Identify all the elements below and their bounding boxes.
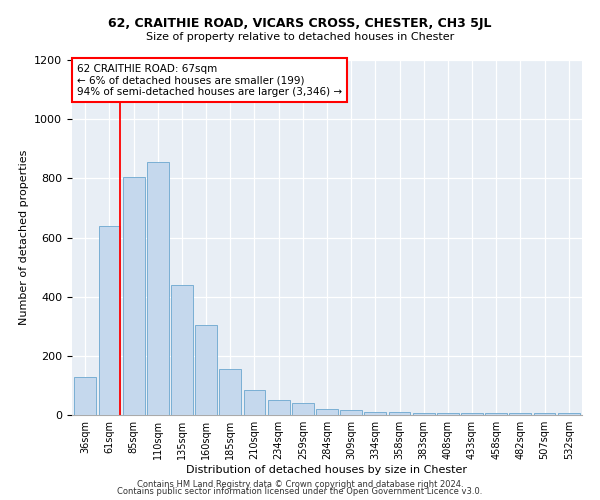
Bar: [413, 412, 434, 415]
Bar: [340, 410, 362, 415]
Bar: [316, 409, 338, 415]
Y-axis label: Number of detached properties: Number of detached properties: [19, 150, 29, 325]
Bar: [533, 412, 556, 415]
Text: Contains HM Land Registry data © Crown copyright and database right 2024.: Contains HM Land Registry data © Crown c…: [137, 480, 463, 489]
Text: Size of property relative to detached houses in Chester: Size of property relative to detached ho…: [146, 32, 454, 42]
Bar: [485, 412, 507, 415]
Bar: [171, 285, 193, 415]
Bar: [98, 226, 121, 415]
Bar: [461, 412, 483, 415]
Bar: [509, 412, 531, 415]
Text: 62, CRAITHIE ROAD, VICARS CROSS, CHESTER, CH3 5JL: 62, CRAITHIE ROAD, VICARS CROSS, CHESTER…: [108, 18, 492, 30]
Bar: [364, 412, 386, 415]
Bar: [292, 403, 314, 415]
Bar: [74, 377, 96, 415]
Bar: [268, 400, 290, 415]
X-axis label: Distribution of detached houses by size in Chester: Distribution of detached houses by size …: [187, 465, 467, 475]
Bar: [195, 325, 217, 415]
Bar: [220, 369, 241, 415]
Bar: [389, 412, 410, 415]
Text: 62 CRAITHIE ROAD: 67sqm
← 6% of detached houses are smaller (199)
94% of semi-de: 62 CRAITHIE ROAD: 67sqm ← 6% of detached…: [77, 64, 342, 97]
Bar: [123, 177, 145, 415]
Bar: [147, 162, 169, 415]
Bar: [244, 390, 265, 415]
Text: Contains public sector information licensed under the Open Government Licence v3: Contains public sector information licen…: [118, 487, 482, 496]
Bar: [558, 412, 580, 415]
Bar: [437, 412, 459, 415]
